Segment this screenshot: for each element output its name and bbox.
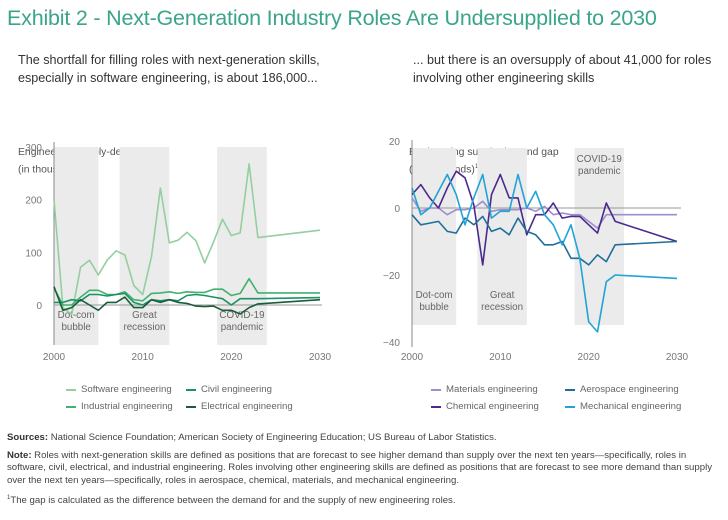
left-band-label-line1: Dot-com	[58, 310, 95, 321]
footnote-text: The gap is calculated as the difference …	[10, 495, 456, 507]
legend-swatch	[565, 388, 575, 391]
right-band-label-line1: Dot-com	[416, 290, 453, 301]
left-series-electrical-engineering	[53, 286, 321, 315]
right-x-tick-label: 2010	[489, 352, 512, 363]
right-band-label-line2: pandemic	[578, 166, 621, 177]
legend-swatch	[186, 388, 196, 391]
right-band-label-line1: COVID-19	[577, 154, 622, 165]
legend-item-industrial-engineering: Industrial engineering	[66, 401, 173, 412]
legend-label: Electrical engineering	[201, 401, 293, 412]
left-x-tick-label: 2020	[220, 352, 243, 363]
left-y-tick-label: 100	[25, 248, 42, 259]
left-x-tick-label: 2030	[309, 352, 332, 363]
left-x-tick-label: 2010	[132, 352, 155, 363]
left-band-label-line2: recession	[123, 322, 165, 333]
exhibit-title: Exhibit 2 - Next-Generation Industry Rol…	[7, 6, 657, 30]
left-y-label-line2: (in thousands)	[18, 164, 84, 176]
legend-item-mechanical-engineering: Mechanical engineering	[565, 401, 681, 412]
right-band-label-line1: Great	[490, 290, 515, 301]
note-label: Note:	[7, 449, 32, 461]
left-band-dot-com	[54, 147, 99, 345]
left-y-tick-label: 300	[25, 143, 42, 154]
left-y-tick-label: 200	[25, 196, 42, 207]
left-series-software-engineering	[53, 163, 321, 316]
left-band-label-line2: pandemic	[221, 322, 264, 333]
footnote-mark: 1	[7, 495, 11, 502]
note-text: Roles with next-generation skills are de…	[7, 449, 712, 486]
left-series-civil-engineering	[54, 292, 321, 306]
note: Note: Roles with next-generation skills …	[7, 450, 723, 488]
sources-text: National Science Foundation; American So…	[48, 432, 497, 443]
legend-label: Chemical engineering	[446, 401, 539, 412]
left-series-industrial-engineering	[53, 277, 320, 306]
right-series-mechanical-engineering	[411, 173, 678, 333]
left-x-tick-label: 2000	[43, 352, 66, 363]
right-x-tick-label: 2030	[666, 352, 689, 363]
legend-swatch	[186, 405, 196, 408]
legend-swatch	[431, 388, 441, 391]
right-y-label-footnote: 1	[474, 164, 479, 170]
right-y-tick-label: −40	[383, 338, 400, 349]
legend-swatch	[66, 388, 76, 391]
right-band-label-line2: recession	[481, 302, 523, 313]
legend-item-materials-engineering: Materials engineering	[431, 384, 538, 395]
legend-swatch	[565, 405, 575, 408]
sources-label: Sources:	[7, 432, 49, 443]
legend-item-aerospace-engineering: Aerospace engineering	[565, 384, 679, 395]
legend-item-chemical-engineering: Chemical engineering	[431, 401, 539, 412]
right-series-aerospace-engineering	[411, 214, 678, 266]
right-x-tick-label: 2020	[578, 352, 601, 363]
right-series-materials-engineering	[411, 197, 677, 229]
left-band-label-line1: Great	[132, 310, 157, 321]
right-y-tick-label: 20	[389, 137, 401, 148]
legend-label: Mechanical engineering	[580, 401, 682, 412]
legend-label: Aerospace engineering	[580, 384, 679, 395]
legend-item-civil-engineering: Civil engineering	[186, 384, 272, 395]
right-band-label-line2: bubble	[419, 302, 449, 313]
left-band-label-line1: COVID-19	[219, 310, 264, 321]
left-band-label-line2: bubble	[61, 322, 91, 333]
right-y-tick-label: −20	[383, 271, 400, 282]
legend-swatch	[66, 405, 76, 408]
left-subtitle: The shortfall for filling roles with nex…	[18, 53, 320, 85]
legend-label: Industrial engineering	[81, 401, 173, 412]
left-band-great	[119, 147, 170, 345]
legend-item-electrical-engineering: Electrical engineering	[186, 401, 293, 412]
legend-label: Software engineering	[81, 384, 172, 395]
right-x-tick-label: 2000	[401, 352, 424, 363]
legend-item-software-engineering: Software engineering	[66, 384, 172, 395]
footnote: 1The gap is calculated as the difference…	[7, 492, 723, 508]
legend-swatch	[431, 405, 441, 408]
right-band-covid-19	[574, 148, 624, 325]
left-y-tick-label: 0	[36, 301, 42, 312]
legend-label: Civil engineering	[201, 384, 272, 395]
right-series-chemical-engineering	[411, 170, 678, 266]
legend-label: Materials engineering	[446, 384, 538, 395]
right-subtitle: ... but there is an oversupply of about …	[413, 53, 712, 85]
right-y-tick-label: 0	[394, 204, 400, 215]
footer: Sources: National Science Foundation; Am…	[7, 432, 723, 513]
sources-note: Sources: National Science Foundation; Am…	[7, 432, 723, 445]
